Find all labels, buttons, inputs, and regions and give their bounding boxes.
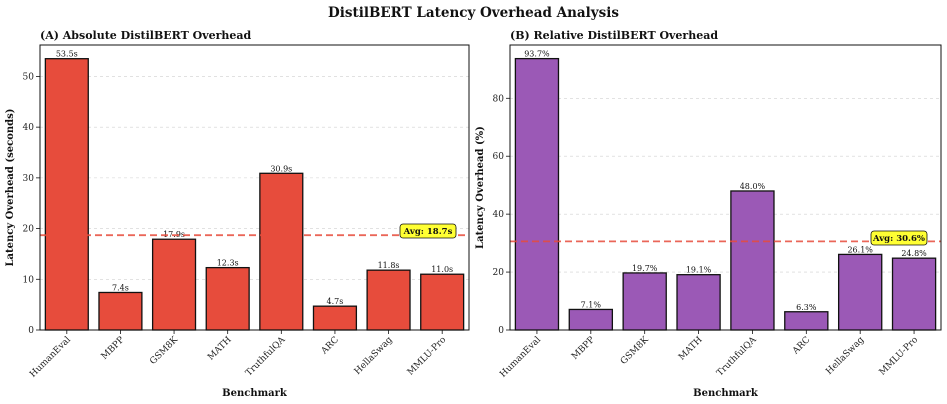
data-label: 93.7%	[524, 50, 550, 59]
bar	[622, 272, 667, 331]
panel-b: 93.7% 7.1% 19.7% 19.1% 48.0% 6.3% 26.1% 24.8% 0 2…	[475, 29, 942, 399]
bar	[784, 311, 829, 331]
y-tick-label: 0	[28, 326, 34, 336]
bar	[312, 305, 358, 331]
bar	[514, 57, 560, 331]
data-label: 30.9s	[270, 164, 292, 173]
data-label: 26.1%	[847, 245, 873, 254]
average-badge-box	[399, 223, 457, 239]
x-tick-label: HellaSwag	[824, 335, 866, 377]
bar	[676, 274, 721, 331]
y-tick-label: 30	[23, 174, 35, 184]
x-tick-label: TruthfulQA	[244, 335, 288, 379]
average-badge-text: Avg: 18.7s	[403, 227, 453, 237]
y-tick-label: 20	[23, 225, 35, 235]
x-tick-label: TruthfulQA	[715, 335, 759, 379]
x-tick-label: MBPP	[570, 335, 597, 362]
y-axis-label: Latency Overhead (seconds)	[5, 109, 16, 267]
average-badge-box	[870, 230, 928, 246]
bar	[366, 269, 411, 331]
panel-a: 53.5s7.4s17.9s12.3s30.9s4.7s11.8s11.0s01…	[5, 29, 470, 399]
y-tick-label: 60	[493, 152, 505, 162]
data-label: 4.7s	[327, 297, 344, 306]
average-badge: Avg: 18.7s	[399, 223, 457, 239]
x-tick-label: GSM8K	[148, 335, 180, 367]
x-tick-label: ARC	[790, 335, 812, 357]
data-label: 53.5s	[56, 50, 78, 59]
y-tick-label: 10	[23, 275, 35, 285]
data-label: 11.8s	[378, 261, 400, 270]
x-tick-label: HellaSwag	[353, 335, 395, 377]
panel-title: (A) Absolute DistilBERT Overhead	[40, 29, 252, 42]
y-axis-label: Latency Overhead (%)	[475, 126, 486, 249]
data-label: 19.7%	[632, 264, 658, 273]
data-label: 12.3s	[217, 259, 239, 268]
x-axis-label: Benchmark	[222, 388, 288, 399]
average-badge: Avg: 30.6%	[870, 230, 928, 246]
bar	[891, 257, 937, 331]
average-badge-text: Avg: 30.6%	[872, 234, 925, 244]
x-axis-label: Benchmark	[693, 388, 759, 399]
bar	[420, 273, 465, 331]
x-tick-label: MATH	[206, 335, 234, 363]
bar	[98, 291, 143, 331]
bar	[44, 58, 89, 331]
y-tick-label: 50	[23, 72, 35, 82]
bar	[837, 253, 883, 331]
x-tick-label: HumanEval	[28, 335, 73, 380]
bar	[730, 190, 775, 331]
bar	[568, 308, 614, 331]
panel-title: (B) Relative DistilBERT Overhead	[510, 29, 718, 42]
x-tick-label: ARC	[319, 335, 341, 357]
y-tick-label: 0	[498, 326, 504, 336]
x-tick-label: MMLU-Pro	[406, 335, 449, 378]
y-tick-label: 80	[493, 94, 505, 104]
data-label: 6.3%	[796, 303, 817, 312]
axes-frame	[39, 44, 470, 331]
bar	[205, 266, 250, 331]
x-tick-label: MATH	[677, 335, 705, 363]
bar	[259, 172, 304, 331]
data-label: 48.0%	[740, 182, 766, 191]
x-tick-label: MMLU-Pro	[878, 335, 921, 378]
data-label: 11.0s	[431, 265, 453, 274]
y-tick-label: 40	[493, 210, 505, 220]
data-label: 19.1%	[686, 266, 712, 275]
x-tick-label: MBPP	[100, 335, 127, 362]
x-tick-label: GSM8K	[619, 335, 651, 367]
y-tick-label: 40	[23, 123, 35, 133]
data-label: 7.1%	[581, 300, 602, 309]
data-label: 24.8%	[901, 249, 927, 258]
bar	[151, 238, 197, 331]
x-tick-label: HumanEval	[498, 335, 543, 380]
axes-frame	[509, 44, 942, 331]
data-label: 7.4s	[112, 283, 129, 292]
figure-title: DistilBERT Latency Overhead Analysis	[328, 5, 619, 21]
y-tick-label: 20	[493, 268, 505, 278]
